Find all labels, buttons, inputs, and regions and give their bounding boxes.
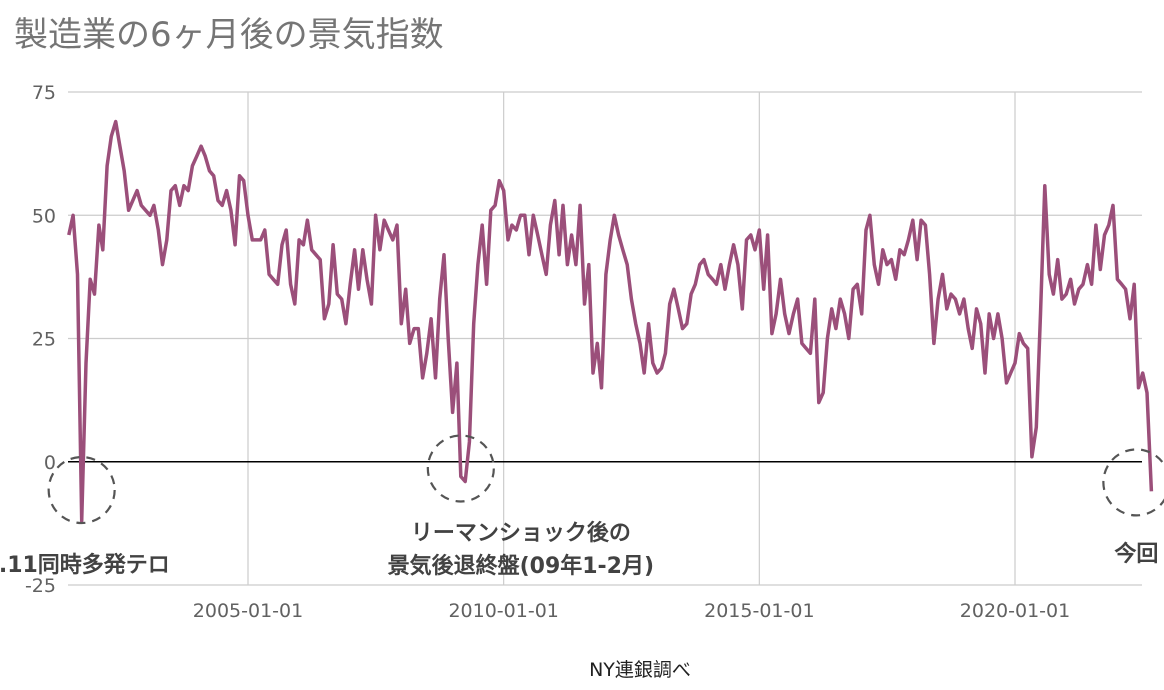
x-axis-ticks: 2005-01-01 2010-01-01 2015-01-01 2020-01-01 bbox=[193, 600, 1070, 622]
x-tick-label: 2010-01-01 bbox=[448, 600, 558, 622]
annotation-circle bbox=[426, 434, 495, 503]
y-tick-label: 50 bbox=[32, 205, 56, 227]
annotation-circle bbox=[1102, 448, 1164, 517]
x-tick-label: 2015-01-01 bbox=[704, 600, 814, 622]
annotation-circle bbox=[47, 455, 116, 525]
x-axis-label: NY連銀調べ bbox=[589, 659, 691, 681]
y-tick-label: 0 bbox=[44, 452, 56, 474]
annotation-label: 今回 bbox=[1114, 541, 1158, 567]
x-tick-label: 2020-01-01 bbox=[960, 600, 1070, 622]
series-line bbox=[67, 119, 1154, 523]
x-tick-label: 2005-01-01 bbox=[193, 600, 303, 622]
y-axis-ticks: -25 0 25 50 75 bbox=[25, 82, 56, 597]
y-tick-label: -25 bbox=[25, 575, 56, 597]
chart-title: 製造業の6ヶ月後の景気指数 bbox=[14, 15, 444, 55]
y-tick-label: 25 bbox=[32, 329, 56, 351]
y-tick-label: 75 bbox=[32, 82, 56, 104]
annotation-label: 景気後退終盤(09年1-2月) bbox=[388, 553, 654, 579]
annotation-label: 9.11同時多発テロ bbox=[0, 552, 170, 578]
annotation-label: リーマンショック後の bbox=[411, 520, 631, 546]
